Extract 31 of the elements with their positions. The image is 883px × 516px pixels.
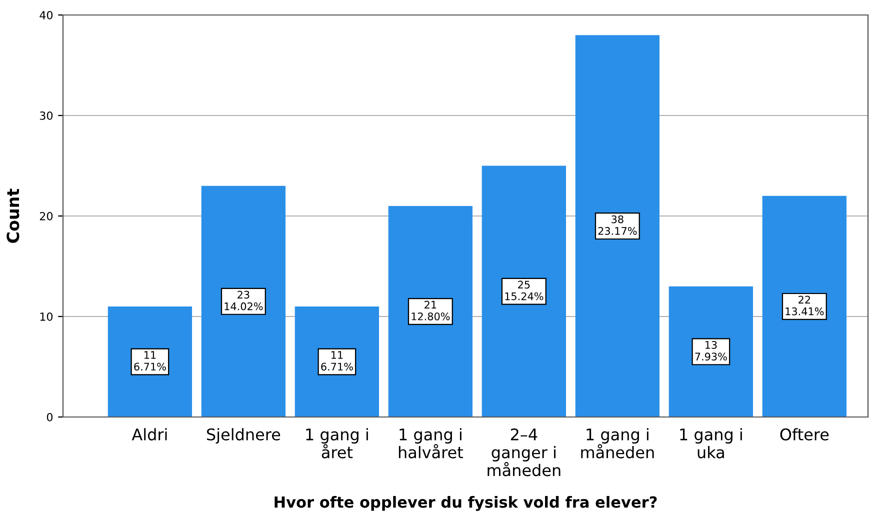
- x-tick-label: Aldri: [132, 428, 167, 440]
- bar: [762, 196, 846, 417]
- bar: [201, 186, 286, 417]
- bar: [482, 166, 566, 417]
- bar: [108, 306, 192, 417]
- y-tick-label: 20: [40, 212, 53, 220]
- x-tick-label: 1 gang i halvåret: [398, 428, 463, 458]
- bar: [668, 286, 753, 417]
- y-tick-label: 40: [40, 10, 53, 20]
- x-tick-label: 2–4 ganger i måneden: [488, 428, 560, 476]
- data-label: 23 14.02%: [224, 290, 263, 310]
- x-tick-label: 1 gang i året: [306, 428, 368, 458]
- y-axis-title: Count: [6, 188, 20, 243]
- data-label: 11 6.71%: [134, 351, 166, 371]
- data-label: 13 7.93%: [695, 340, 727, 361]
- data-label: 38 23.17%: [598, 215, 637, 235]
- data-label: 11 6.71%: [321, 351, 353, 371]
- bar: [575, 35, 660, 417]
- x-tick-label: 1 gang i uka: [680, 428, 742, 458]
- bar: [388, 206, 473, 417]
- data-label: 21 12.80%: [412, 300, 450, 320]
- x-tick-label: Oftere: [780, 428, 829, 440]
- bar: [294, 306, 380, 417]
- x-tick-label: Sjeldnere: [207, 428, 280, 444]
- data-label: 22 13.41%: [786, 296, 824, 316]
- y-tick-label: 10: [40, 312, 53, 321]
- y-tick-label: 0: [46, 412, 53, 422]
- y-tick-label: 30: [40, 111, 53, 120]
- data-label: 25 15.24%: [505, 280, 544, 300]
- x-tick-label: 1 gang i måneden: [581, 428, 654, 458]
- x-axis-title: Hvor ofte opplever du fysisk vold fra elever?: [274, 496, 657, 511]
